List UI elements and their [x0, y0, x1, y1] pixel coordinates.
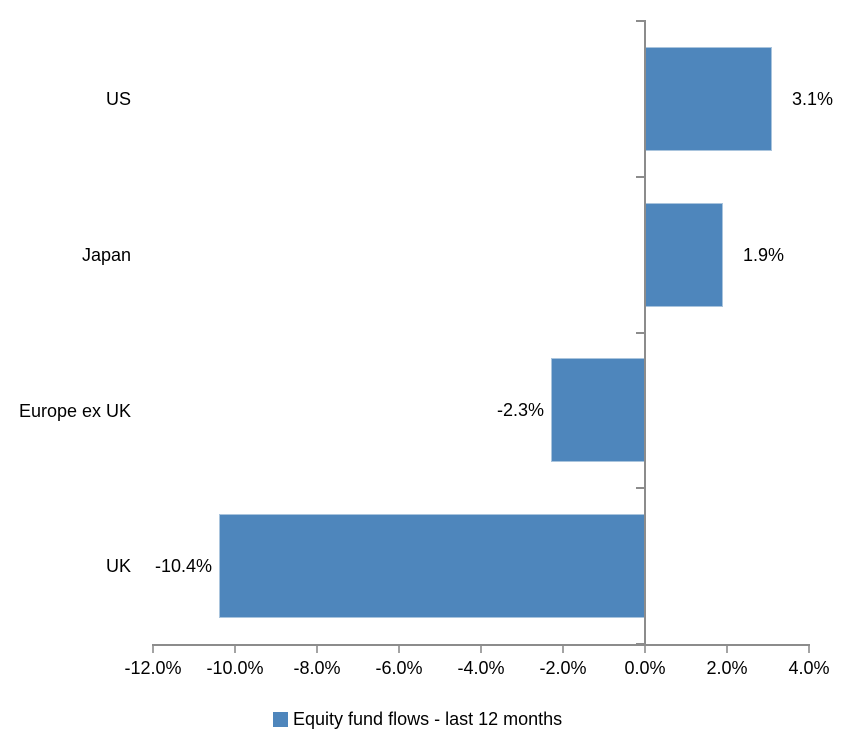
x-axis-tick	[726, 646, 728, 653]
bar-uk	[219, 514, 645, 618]
x-axis-line	[152, 644, 810, 646]
category-label-japan: Japan	[81, 244, 131, 265]
bar-us	[645, 47, 772, 151]
x-axis-tick	[398, 646, 400, 653]
x-axis-tick	[808, 646, 810, 653]
legend-swatch-icon	[273, 711, 288, 727]
x-tick-label: -2.0%	[539, 658, 587, 678]
bar-europe-ex-uk	[551, 358, 645, 462]
x-tick-label: -8.0%	[293, 658, 341, 678]
x-tick-label: -12.0%	[124, 658, 182, 678]
category-label-uk: UK	[105, 555, 131, 576]
x-axis-tick	[480, 646, 482, 653]
x-axis-tick	[152, 646, 154, 653]
data-label-japan: 1.9%	[743, 244, 785, 265]
x-axis-tick	[316, 646, 318, 653]
category-label-europe-ex-uk: Europe ex UK	[18, 400, 131, 421]
x-tick-label: 0.0%	[624, 658, 666, 678]
data-label-us: 3.1%	[792, 88, 834, 109]
y-axis-line	[644, 20, 646, 646]
category-axis-tick	[636, 176, 644, 178]
data-label-uk: -10.4%	[154, 555, 212, 576]
x-tick-label: -10.0%	[206, 658, 264, 678]
x-axis-tick	[234, 646, 236, 653]
category-label-us: US	[105, 88, 131, 109]
x-tick-label: -6.0%	[375, 658, 423, 678]
x-tick-label: 4.0%	[788, 658, 830, 678]
x-tick-label: -4.0%	[457, 658, 505, 678]
bar-japan	[645, 203, 723, 307]
x-axis-tick	[562, 646, 564, 653]
x-tick-label: 2.0%	[706, 658, 748, 678]
legend: Equity fund flows - last 12 months	[273, 708, 562, 730]
category-axis-tick	[636, 20, 644, 22]
x-axis-tick	[644, 646, 646, 653]
legend-label: Equity fund flows - last 12 months	[293, 709, 563, 729]
category-axis-tick	[636, 487, 644, 489]
data-label-europe-ex-uk: -2.3%	[496, 399, 544, 420]
category-axis-tick	[636, 332, 644, 334]
